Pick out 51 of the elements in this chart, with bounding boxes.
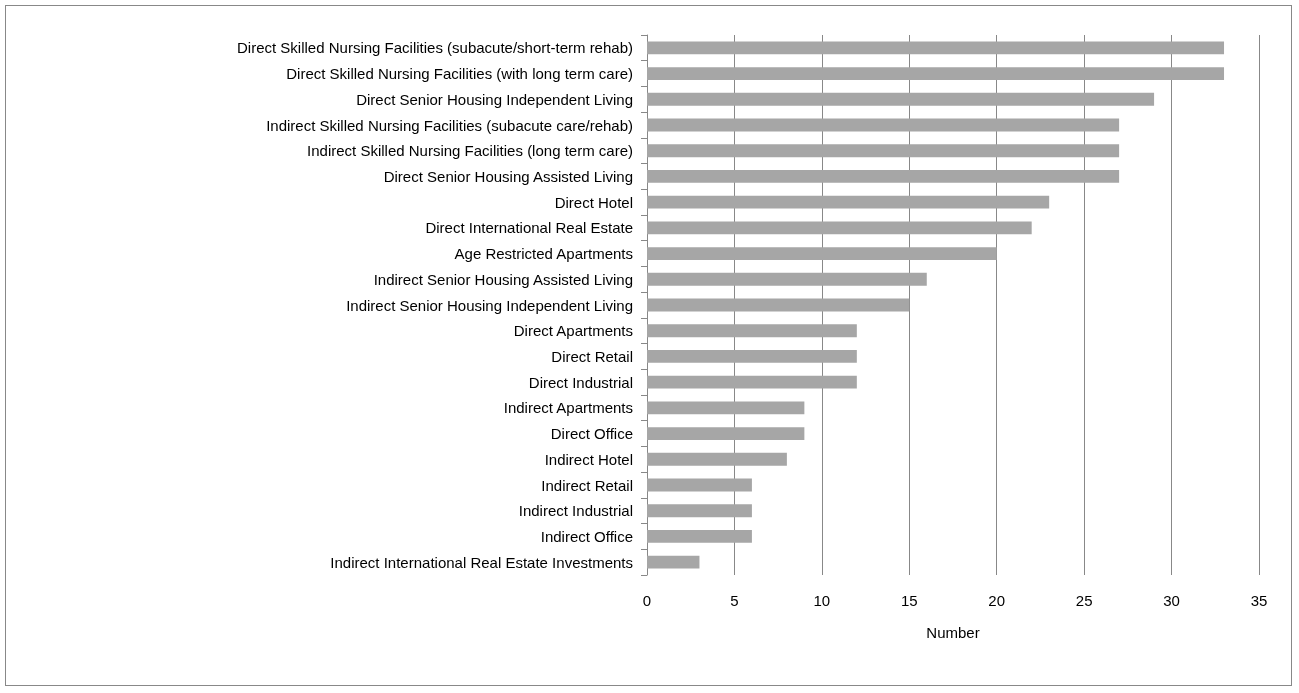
bar [647, 504, 752, 518]
y-tick-label: Indirect Senior Housing Assisted Living [373, 270, 633, 288]
x-tick-label: 5 [730, 592, 739, 609]
y-tick-label: Direct Senior Housing Assisted Living [383, 167, 633, 185]
y-tick-label: Age Restricted Apartments [454, 245, 633, 263]
y-tick-label: Indirect Industrial [518, 502, 633, 520]
bar [647, 41, 1225, 55]
bar [647, 221, 1032, 235]
bar [647, 272, 927, 286]
y-tick-label: Direct Apartments [513, 322, 633, 340]
bar [647, 401, 805, 415]
y-tick-label: Direct Industrial [528, 373, 633, 391]
x-tick-label: 10 [813, 592, 831, 609]
y-tick-label: Direct Skilled Nursing Facilities (subacute/short-term rehab) [237, 39, 633, 57]
x-tick-label: 25 [1075, 592, 1093, 609]
y-tick-label: Direct Office [550, 425, 633, 443]
bar [647, 375, 857, 389]
y-tick-label: Indirect Apartments [503, 399, 633, 417]
y-tick-label: Indirect Senior Housing Independent Living [346, 296, 633, 314]
y-tick-label: Indirect Retail [541, 476, 633, 494]
y-tick-label: Direct Hotel [554, 193, 633, 211]
x-tick-label: 30 [1163, 592, 1180, 609]
y-tick-label: Indirect Skilled Nursing Facilities (long term care) [307, 142, 633, 160]
bar [647, 195, 1050, 209]
y-tick-label: Indirect Skilled Nursing Facilities (subacute care/rehab) [266, 116, 633, 134]
bar [647, 170, 1120, 183]
y-tick-label: Direct Retail [551, 347, 633, 365]
bar [647, 427, 805, 440]
bar [647, 324, 857, 338]
bar [647, 298, 910, 312]
bar [647, 144, 1120, 158]
y-tick-label: Indirect Office [540, 527, 633, 545]
bar [647, 247, 997, 260]
x-tick-label: 35 [1250, 592, 1268, 609]
x-tick-label: 15 [900, 592, 918, 609]
bar [647, 92, 1155, 106]
bar [647, 118, 1120, 132]
x-tick-label: 20 [988, 592, 1006, 609]
bar [647, 67, 1225, 80]
bar [647, 555, 700, 569]
x-tick-label: 0 [642, 592, 652, 609]
y-tick-label: Direct Senior Housing Independent Living [356, 90, 633, 108]
y-tick-label: Indirect International Real Estate Investments [330, 553, 633, 571]
y-tick-label: Direct International Real Estate [425, 219, 633, 237]
x-axis-title: Number [926, 624, 980, 641]
y-tick-label: Indirect Hotel [544, 450, 633, 468]
bar [647, 452, 787, 466]
y-tick-label: Direct Skilled Nursing Facilities (with long term care) [286, 65, 633, 83]
bar [647, 530, 752, 543]
bar [647, 350, 857, 363]
bar [647, 478, 752, 492]
